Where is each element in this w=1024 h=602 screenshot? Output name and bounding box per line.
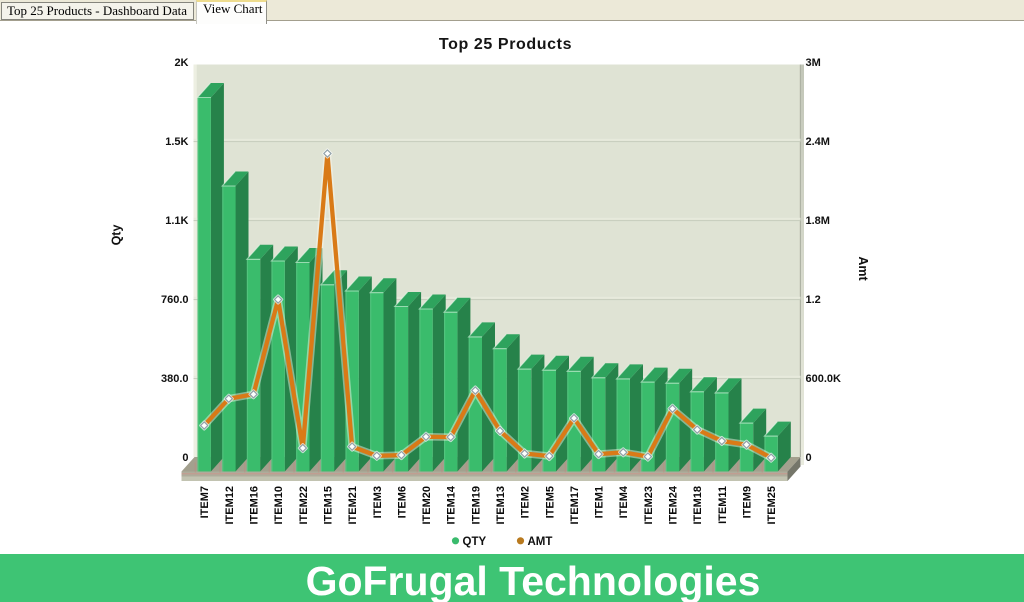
svg-text:ITEM23: ITEM23: [643, 486, 655, 525]
svg-text:AMT: AMT: [528, 536, 553, 548]
svg-text:380.0: 380.0: [161, 373, 189, 385]
svg-text:0: 0: [182, 452, 188, 464]
svg-text:ITEM15: ITEM15: [322, 486, 334, 525]
svg-text:ITEM19: ITEM19: [470, 486, 482, 525]
svg-text:ITEM22: ITEM22: [298, 486, 310, 525]
svg-text:760.0: 760.0: [161, 294, 189, 306]
svg-text:Amt: Amt: [856, 256, 870, 281]
svg-text:ITEM14: ITEM14: [446, 485, 458, 524]
svg-text:ITEM16: ITEM16: [249, 486, 261, 525]
svg-text:0: 0: [806, 452, 812, 464]
svg-text:ITEM3: ITEM3: [372, 486, 384, 518]
svg-text:ITEM10: ITEM10: [273, 486, 285, 525]
svg-text:ITEM5: ITEM5: [544, 486, 556, 518]
svg-text:600.0K: 600.0K: [806, 373, 842, 385]
svg-text:ITEM25: ITEM25: [766, 486, 778, 525]
svg-text:ITEM9: ITEM9: [742, 486, 754, 518]
svg-text:ITEM24: ITEM24: [668, 485, 680, 524]
svg-text:ITEM18: ITEM18: [692, 486, 704, 525]
svg-text:Qty: Qty: [110, 225, 124, 246]
svg-text:1.8M: 1.8M: [806, 215, 830, 227]
svg-text:QTY: QTY: [463, 536, 487, 548]
svg-text:1.1K: 1.1K: [165, 215, 188, 227]
svg-text:1.2: 1.2: [806, 294, 821, 306]
svg-text:ITEM11: ITEM11: [717, 486, 729, 524]
svg-text:ITEM2: ITEM2: [520, 486, 532, 518]
svg-text:ITEM1: ITEM1: [594, 486, 606, 518]
svg-text:3M: 3M: [806, 57, 821, 69]
svg-text:ITEM12: ITEM12: [224, 486, 236, 525]
svg-text:ITEM4: ITEM4: [618, 485, 630, 518]
svg-text:1.5K: 1.5K: [165, 136, 188, 148]
svg-text:ITEM7: ITEM7: [199, 486, 211, 518]
svg-text:ITEM17: ITEM17: [569, 486, 581, 525]
svg-text:2.4M: 2.4M: [806, 136, 830, 148]
svg-text:Top 25 Products: Top 25 Products: [439, 36, 572, 53]
svg-text:2K: 2K: [174, 57, 188, 69]
svg-text:ITEM6: ITEM6: [396, 486, 408, 518]
svg-text:ITEM20: ITEM20: [421, 486, 433, 525]
svg-text:ITEM21: ITEM21: [347, 486, 359, 525]
svg-text:ITEM13: ITEM13: [495, 486, 507, 525]
